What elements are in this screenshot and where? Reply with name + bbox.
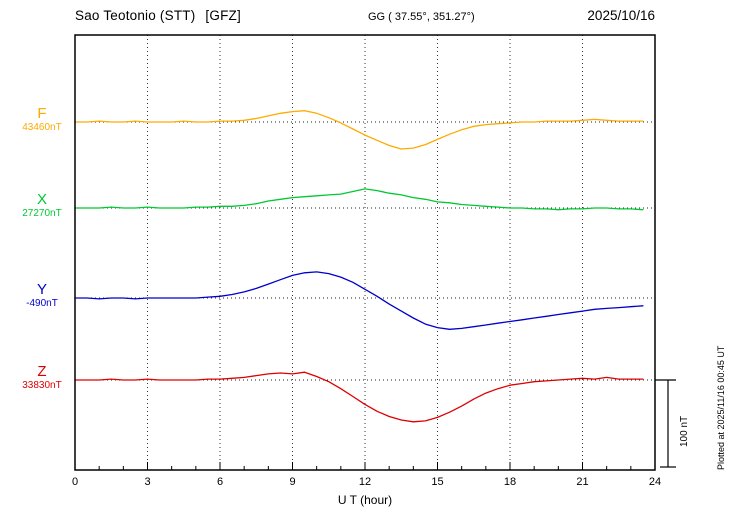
- trace-y: [74, 271, 644, 330]
- trace-z: [74, 371, 644, 423]
- trace-f: [74, 110, 644, 150]
- series-name-y: Y: [36, 281, 47, 298]
- x-tick-label: 3: [144, 476, 151, 488]
- x-tick-label: 12: [358, 476, 372, 488]
- x-tick-label: 18: [503, 476, 517, 488]
- scale-bar-label: 100 nT: [679, 415, 690, 447]
- x-tick-label: 24: [648, 476, 662, 488]
- trace-x: [74, 188, 644, 211]
- series-name-z: Z: [37, 363, 47, 380]
- agency-label: [GFZ]: [205, 8, 241, 23]
- station-name: Sao Teotonio (STT): [75, 8, 196, 23]
- plot-frame: [74, 34, 656, 471]
- page-title: Sao Teotonio (STT) [GFZ]: [75, 8, 241, 23]
- series-label-z: Z 33830nT: [10, 364, 74, 392]
- geographic-coords: GG ( 37.55°, 351.27°): [368, 11, 475, 23]
- series-name-x: X: [36, 191, 47, 208]
- plotted-at-note: Plotted at 2025/11/16 00:45 UT: [716, 345, 726, 470]
- series-baseline-y: -490nT: [26, 298, 58, 309]
- series-label-x: X 27270nT: [10, 192, 74, 220]
- series-baseline-z: 33830nT: [22, 380, 62, 391]
- x-tick-label: 15: [431, 476, 444, 488]
- x-tick-label: 21: [576, 476, 589, 488]
- plot-date: 2025/10/16: [587, 8, 655, 23]
- series-baseline-x: 27270nT: [22, 208, 62, 219]
- series-name-f: F: [37, 105, 47, 122]
- series-label-y: Y -490nT: [10, 282, 74, 310]
- x-tick-label: 0: [71, 476, 79, 488]
- x-tick-label: 9: [289, 476, 296, 488]
- series-label-f: F 43460nT: [10, 106, 74, 134]
- x-axis-label: U T (hour): [337, 493, 393, 507]
- series-baseline-f: 43460nT: [22, 122, 62, 133]
- x-tick-label: 6: [216, 476, 224, 488]
